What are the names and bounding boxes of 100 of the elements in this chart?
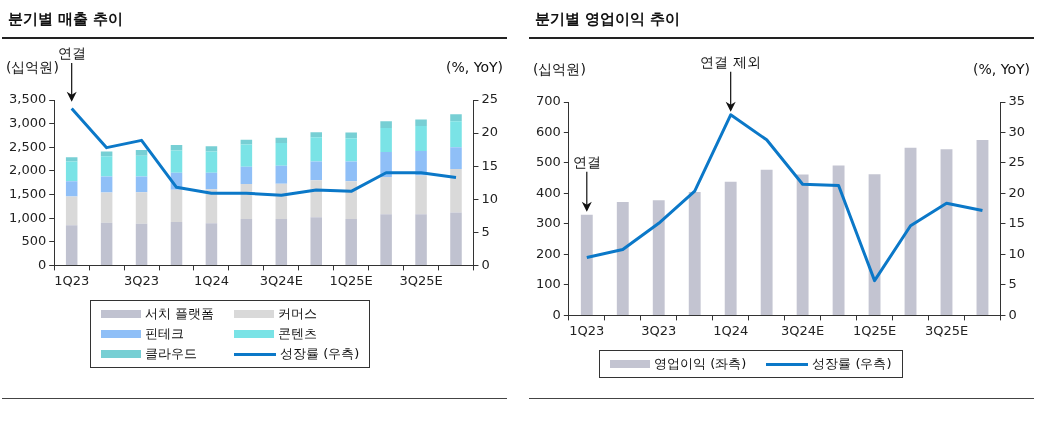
bar <box>65 196 78 226</box>
x-tick-label: 1Q23 <box>54 272 90 288</box>
y2-tick-label: 20 <box>1008 184 1025 200</box>
chart-title: 분기별 매출 추이 <box>8 10 124 29</box>
bar <box>65 157 78 162</box>
bar <box>205 223 218 265</box>
bar <box>240 166 253 185</box>
y-axis-title: (십억원) <box>533 61 586 77</box>
bar <box>415 214 427 265</box>
bar <box>65 161 78 182</box>
y2-tick-label: 20 <box>481 124 498 140</box>
y-tick-label: 100 <box>535 276 561 292</box>
bar <box>724 181 737 315</box>
bar <box>100 192 113 223</box>
y-tick-label: 300 <box>535 215 561 231</box>
bar <box>616 201 629 315</box>
bar <box>205 146 218 152</box>
x-tick-label: 3Q25E <box>399 272 443 288</box>
bar <box>345 132 357 139</box>
y2-tick-label: 15 <box>481 157 498 173</box>
y-tick-label: 500 <box>535 154 561 170</box>
bar <box>310 217 323 265</box>
y-tick-label: 2,000 <box>9 162 47 178</box>
bar <box>170 144 183 151</box>
bar <box>135 150 148 156</box>
x-tick-label: 1Q24 <box>193 272 229 288</box>
bar <box>135 176 148 193</box>
bar <box>345 181 357 220</box>
bar <box>170 150 183 173</box>
legend-label: 커머스 <box>278 305 318 323</box>
bar <box>135 155 148 177</box>
bar <box>310 180 323 218</box>
x-tick-label: 3Q23 <box>641 322 677 338</box>
bar <box>380 214 392 265</box>
y2-tick-label: 5 <box>1008 276 1017 292</box>
legend-label: 성장률 (우측) <box>812 355 892 373</box>
x-tick-label: 3Q23 <box>124 272 160 288</box>
bar <box>240 144 253 167</box>
y-tick-label: 400 <box>535 184 561 200</box>
bar <box>310 161 323 181</box>
y-tick-label: 1,500 <box>9 185 47 201</box>
annotation: 연결 <box>57 45 86 61</box>
bar <box>100 176 113 193</box>
bar <box>450 114 462 122</box>
bar <box>450 169 462 213</box>
legend-label: 핀테크 <box>145 325 184 343</box>
y-tick-label: 200 <box>535 245 561 261</box>
x-tick-label: 1Q24 <box>713 322 749 338</box>
y-tick-label: 2,500 <box>9 138 47 154</box>
bar <box>940 149 953 315</box>
y2-tick-label: 15 <box>1008 215 1025 231</box>
y-tick-label: 0 <box>37 256 47 272</box>
bar <box>205 151 218 173</box>
x-tick-label: 1Q25E <box>852 322 897 338</box>
bar <box>345 161 357 182</box>
x-tick-label: 1Q23 <box>569 322 605 338</box>
bar <box>275 165 288 184</box>
bar <box>652 200 665 315</box>
legend-label: 서치 플랫폼 <box>145 305 215 323</box>
y2-tick-label: 25 <box>481 91 498 107</box>
bar <box>310 137 323 162</box>
bar <box>415 175 427 215</box>
bar <box>688 191 701 315</box>
bar <box>760 169 773 315</box>
y2-tick-label: 0 <box>1008 306 1017 322</box>
bar <box>170 221 183 265</box>
legend-label: 콘텐츠 <box>278 325 318 343</box>
bar <box>135 223 148 265</box>
y2-tick-label: 30 <box>1008 123 1025 139</box>
bar <box>832 165 845 315</box>
bar <box>310 132 323 138</box>
bar <box>100 222 113 265</box>
y2-tick-label: 10 <box>481 190 498 206</box>
bar <box>275 143 288 166</box>
bar <box>415 125 427 152</box>
annotation: 연결 제외 <box>700 53 761 70</box>
bar <box>275 137 288 143</box>
legend-label: 클라우드 <box>145 345 197 363</box>
bar <box>415 119 427 126</box>
y2-axis-title: (%, YoY) <box>973 61 1030 77</box>
bar <box>345 219 357 265</box>
bar <box>240 219 253 265</box>
bar <box>450 121 462 148</box>
y2-tick-label: 5 <box>481 223 490 239</box>
y-tick-label: 500 <box>21 233 47 249</box>
y-axis-title: (십억원) <box>6 59 59 75</box>
chart-title: 분기별 영업이익 추이 <box>535 10 681 29</box>
bar <box>796 174 809 315</box>
x-tick-label: 3Q24E <box>259 272 303 288</box>
bar <box>380 121 392 128</box>
bar <box>976 140 989 315</box>
bar <box>65 181 78 197</box>
bar <box>170 189 183 222</box>
y2-axis-title: (%, YoY) <box>446 59 503 75</box>
y2-tick-label: 0 <box>481 256 490 272</box>
bar <box>135 192 148 224</box>
bar <box>904 147 917 315</box>
legend-label: 성장률 (우측) <box>280 345 360 363</box>
y2-tick-label: 25 <box>1008 154 1025 170</box>
y-tick-label: 600 <box>535 123 561 139</box>
